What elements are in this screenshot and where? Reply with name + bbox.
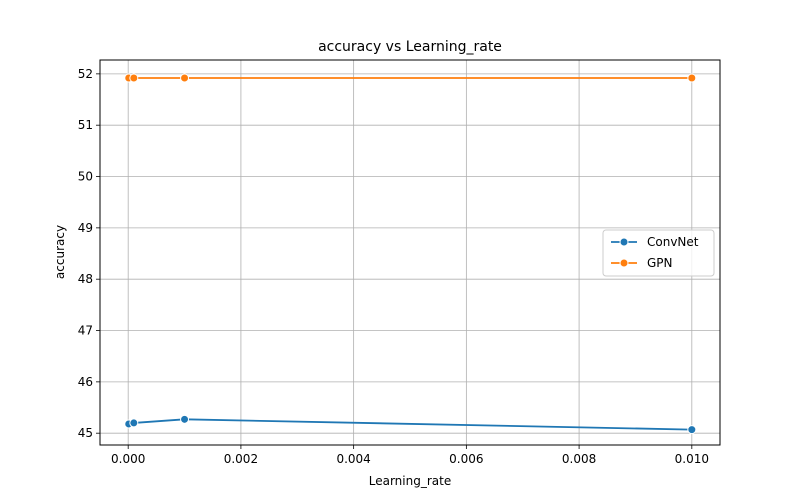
grid [100,60,720,445]
legend-swatch-marker-convnet [619,237,629,247]
y-tick-label: 49 [78,221,93,235]
y-tick-label: 45 [78,426,93,440]
x-tick-label: 0.010 [675,452,709,466]
convnet-data-point [687,425,697,435]
y-tick-label: 50 [78,170,93,184]
y-tick-label: 52 [78,67,93,81]
y-tick-label: 46 [78,375,93,389]
gpn-data-point [687,73,697,83]
legend: ConvNet GPN [602,229,715,277]
chart-title: accuracy vs Learning_rate [318,39,502,55]
convnet-data-point [180,414,190,424]
y-axis-label: accuracy [53,225,67,279]
x-tick-label: 0.004 [336,452,370,466]
x-tick-label: 0.006 [449,452,483,466]
y-tick-label: 47 [78,324,93,338]
ticks: 0.000 0.002 0.004 0.006 0.008 0.010 45 46 47 48 49… [78,67,709,466]
x-tick-label: 0.000 [111,452,145,466]
x-tick-label: 0.008 [562,452,596,466]
gpn-data-point [180,73,190,83]
y-tick-label: 48 [78,272,93,286]
legend-label-gpn: GPN [647,256,673,270]
legend-label-convnet: ConvNet [647,235,699,249]
plot-frame [99,59,721,446]
series-layer [124,73,697,435]
y-tick-label: 51 [78,118,93,132]
legend-swatch-marker-gpn [619,258,629,268]
x-axis-label: Learning_rate [369,474,451,488]
gpn-data-point [129,73,139,83]
convnet-data-point [129,418,139,428]
x-tick-label: 0.002 [224,452,258,466]
